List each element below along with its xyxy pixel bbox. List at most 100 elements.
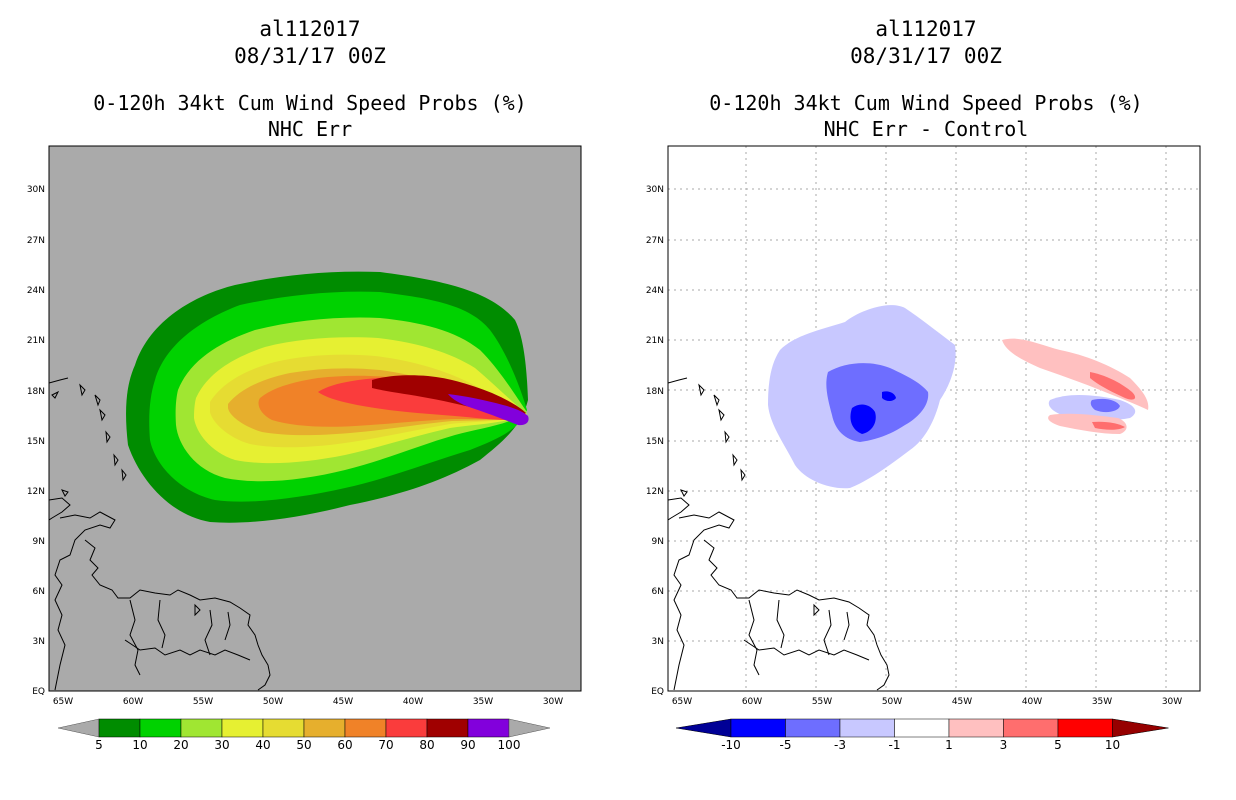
colorbar-label: 70 [378,738,393,752]
lat-tick-label: 12N [27,487,45,497]
lat-tick-label: 15N [646,437,664,447]
lon-tick-label: 40W [403,697,423,707]
colorbar-label: 3 [1000,738,1008,752]
colorbar-swatch [385,718,428,738]
lon-tick-label: 40W [1022,697,1042,707]
colorbar-under-arrow [57,718,100,738]
contour-90 [448,394,529,426]
lon-tick-label: 30W [543,697,563,707]
right-title: al112017 08/31/17 00Z [646,16,1206,70]
right-axis-labels: 65W 60W 55W 50W 45W 40W 35W 30W EQ 3N 6N 9N 12N 15N 18… [646,185,1182,707]
colorbar-swatch [262,718,305,738]
right-storm-id: al112017 [875,17,977,41]
colorbar-label: -1 [889,738,901,752]
lat-tick-label: 9N [33,537,45,547]
diff-neg-3b [1090,398,1120,413]
lat-tick-label: 30N [646,185,664,195]
lat-tick-label: 9N [652,537,664,547]
colorbar-under-arrow [675,718,732,738]
lat-tick-label: 21N [646,336,664,346]
left-title: al112017 08/31/17 00Z [30,16,590,70]
colorbar-swatch [303,718,346,738]
colorbar-over-arrow [508,718,551,738]
colorbar-swatch [467,718,510,738]
colorbar-label: 90 [460,738,475,752]
left-subtitle: NHC Err [267,117,353,141]
left-probability-contours [49,271,529,691]
colorbar-swatch [730,718,786,738]
right-subtitle: NHC Err - Control [823,117,1029,141]
lon-tick-label: 60W [123,697,143,707]
colorbar-label: 100 [498,738,521,752]
lon-tick-label: 45W [952,697,972,707]
lat-tick-label: 3N [652,637,664,647]
left-subtitle-block: 0-120h 34kt Cum Wind Speed Probs (%) NHC… [30,90,590,142]
left-datetime: 08/31/17 00Z [234,44,386,68]
contour-70 [318,377,526,421]
lon-tick-label: 30W [1162,697,1182,707]
diff-neg-5b [882,391,896,401]
lon-tick-label: 55W [193,697,213,707]
lon-tick-label: 35W [473,697,493,707]
diff-pos-3b [1092,421,1125,430]
lat-tick-label: 24N [27,286,45,296]
lon-tick-label: 60W [742,697,762,707]
colorbar-label: 30 [214,738,229,752]
lat-tick-label: 15N [27,437,45,447]
lat-tick-label: 21N [27,336,45,346]
lon-tick-label: 50W [882,697,902,707]
right-coastline [668,377,890,691]
colorbar-swatch [894,718,950,738]
colorbar-label: 5 [95,738,103,752]
right-subtitle-block: 0-120h 34kt Cum Wind Speed Probs (%) NHC… [646,90,1206,142]
colorbar-swatch [785,718,841,738]
lat-tick-label: EQ [651,687,664,697]
lat-tick-label: 6N [33,587,45,597]
colorbar-label: 10 [132,738,147,752]
lat-tick-label: 24N [646,286,664,296]
left-colorbar: 5 10 20 30 40 50 60 70 80 90 100 [57,718,551,752]
colorbar-label: 20 [173,738,188,752]
left-coastline [49,377,271,691]
lat-tick-label: 3N [33,637,45,647]
lat-tick-label: 27N [646,236,664,246]
diff-neg-5 [850,404,876,434]
colorbar-swatch [1057,718,1113,738]
lon-tick-label: 55W [812,697,832,707]
left-axis-labels: 65W 60W 55W 50W 45W 40W 35W 30W EQ 3N 6N 9N 12N 15N 18… [27,185,563,707]
lat-tick-label: 12N [646,487,664,497]
right-product: 0-120h 34kt Cum Wind Speed Probs (%) [709,91,1143,115]
colorbar-swatch [426,718,469,738]
colorbar-swatch [180,718,223,738]
colorbar-swatch [139,718,182,738]
left-storm-id: al112017 [259,17,361,41]
lat-tick-label: 27N [27,236,45,246]
colorbar-label: -3 [834,738,846,752]
left-map-frame [48,145,582,692]
colorbar-label: -5 [780,738,792,752]
colorbar-swatch [221,718,264,738]
lat-tick-label: 30N [27,185,45,195]
colorbar-label: 5 [1054,738,1062,752]
lon-tick-label: 65W [53,697,73,707]
lon-tick-label: 35W [1092,697,1112,707]
right-difference-contours [768,305,1149,489]
right-colorbar: -10 -5 -3 -1 1 3 5 10 [675,718,1169,752]
right-map-frame [667,145,1201,692]
lat-tick-label: 18N [646,387,664,397]
diff-pos-3 [1090,372,1136,400]
colorbar-label: 50 [296,738,311,752]
colorbar-swatch [1003,718,1059,738]
colorbar-label: 40 [255,738,270,752]
colorbar-swatch [344,718,387,738]
diff-pos-1 [1002,338,1149,410]
lat-tick-label: 6N [652,587,664,597]
colorbar-over-arrow [1112,718,1169,738]
right-datetime: 08/31/17 00Z [850,44,1002,68]
colorbar-swatch [98,718,141,738]
lon-tick-label: 65W [672,697,692,707]
lat-tick-label: 18N [27,387,45,397]
colorbar-label: 1 [945,738,953,752]
left-product: 0-120h 34kt Cum Wind Speed Probs (%) [93,91,527,115]
